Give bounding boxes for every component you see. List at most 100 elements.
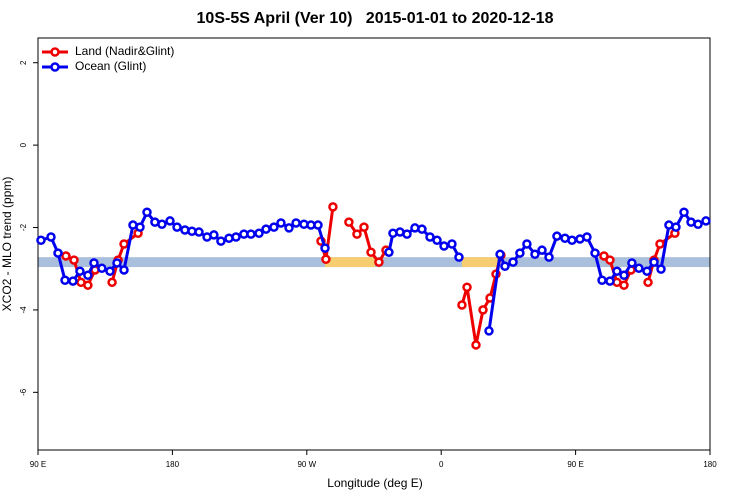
data-point xyxy=(142,207,152,218)
y-tick-label: -4 xyxy=(19,306,28,314)
data-point xyxy=(619,280,629,290)
data-point xyxy=(619,270,629,281)
data-point xyxy=(135,222,145,232)
data-point xyxy=(462,282,472,293)
data-point xyxy=(291,218,301,228)
data-point xyxy=(254,228,264,239)
data-point xyxy=(246,229,256,239)
data-point xyxy=(60,275,70,286)
data-point xyxy=(454,252,464,262)
chart-title: 10S-5S April (Ver 10) 2015-01-01 to 2020… xyxy=(197,10,554,27)
data-point xyxy=(417,224,427,234)
data-point xyxy=(484,326,494,336)
data-point xyxy=(75,266,85,276)
data-point xyxy=(97,263,107,274)
data-point xyxy=(590,248,600,258)
data-point xyxy=(269,222,279,232)
data-point xyxy=(522,239,532,249)
data-point xyxy=(605,255,615,265)
data-point xyxy=(107,277,117,288)
plot-frame xyxy=(37,37,711,451)
data-point xyxy=(112,258,122,268)
data-point xyxy=(53,248,63,258)
data-point xyxy=(384,247,394,257)
data-point xyxy=(374,257,384,267)
data-point xyxy=(679,207,689,218)
x-tick-label: 0 xyxy=(439,460,444,469)
data-point xyxy=(508,257,518,267)
data-point xyxy=(89,258,99,268)
data-point xyxy=(68,276,78,286)
data-point xyxy=(634,263,644,274)
data-point xyxy=(656,264,666,274)
data-point xyxy=(478,305,488,315)
data-point xyxy=(359,222,369,232)
data-point xyxy=(471,340,481,350)
data-point xyxy=(432,235,442,246)
data-point xyxy=(344,217,354,227)
data-point xyxy=(165,216,175,226)
data-point xyxy=(366,247,376,257)
data-point xyxy=(605,276,615,286)
data-point xyxy=(515,248,525,258)
data-point xyxy=(701,216,711,226)
y-tick-label: -2 xyxy=(19,223,28,231)
data-point xyxy=(172,222,182,232)
data-point xyxy=(313,220,323,230)
data-point xyxy=(447,239,457,249)
data-point xyxy=(105,266,115,276)
data-point xyxy=(69,255,79,265)
data-point xyxy=(216,236,226,246)
legend-marker xyxy=(50,62,60,72)
x-tick-label: 90 E xyxy=(30,460,46,469)
data-point xyxy=(537,245,547,255)
data-point xyxy=(530,249,540,260)
data-point xyxy=(119,265,129,275)
data-point xyxy=(352,229,362,239)
data-point xyxy=(544,252,554,262)
data-point xyxy=(582,232,592,242)
x-axis-label: Longitude (deg E) xyxy=(327,476,422,490)
data-point xyxy=(439,241,449,251)
data-point xyxy=(261,224,271,234)
data-point xyxy=(157,219,167,229)
y-tick-label: -6 xyxy=(19,388,28,396)
x-tick-label: 90 W xyxy=(297,460,316,469)
data-point xyxy=(402,229,412,239)
data-point xyxy=(627,258,637,268)
data-point xyxy=(671,222,681,232)
data-point xyxy=(500,261,510,271)
data-point xyxy=(495,249,505,260)
x-tick-label: 90 E xyxy=(567,460,583,469)
data-point xyxy=(194,227,204,237)
x-tick-label: 180 xyxy=(166,460,180,469)
data-point xyxy=(46,232,56,242)
data-point xyxy=(83,280,93,290)
data-point xyxy=(612,266,622,276)
data-point xyxy=(655,239,665,249)
data-point xyxy=(83,270,93,281)
data-point xyxy=(642,266,652,276)
data-point xyxy=(284,223,294,233)
data-point xyxy=(552,231,562,241)
data-point xyxy=(119,239,129,249)
data-point xyxy=(425,232,435,242)
data-point xyxy=(276,218,286,228)
x-tick-label: 180 xyxy=(703,460,717,469)
data-point xyxy=(320,243,330,253)
data-point xyxy=(643,277,653,288)
legend-label: Ocean (Glint) xyxy=(75,59,146,73)
data-point xyxy=(61,251,71,261)
legend-marker xyxy=(50,47,60,57)
data-point xyxy=(649,257,659,267)
data-point xyxy=(328,202,338,212)
data-point xyxy=(567,235,577,246)
data-point xyxy=(457,300,467,310)
data-point xyxy=(597,275,607,286)
data-point xyxy=(36,235,46,246)
data-point xyxy=(321,254,331,264)
band-highlight xyxy=(325,257,376,268)
y-axis-label: XCO2 - MLO trend (ppm) xyxy=(0,177,14,312)
data-point xyxy=(209,230,219,240)
